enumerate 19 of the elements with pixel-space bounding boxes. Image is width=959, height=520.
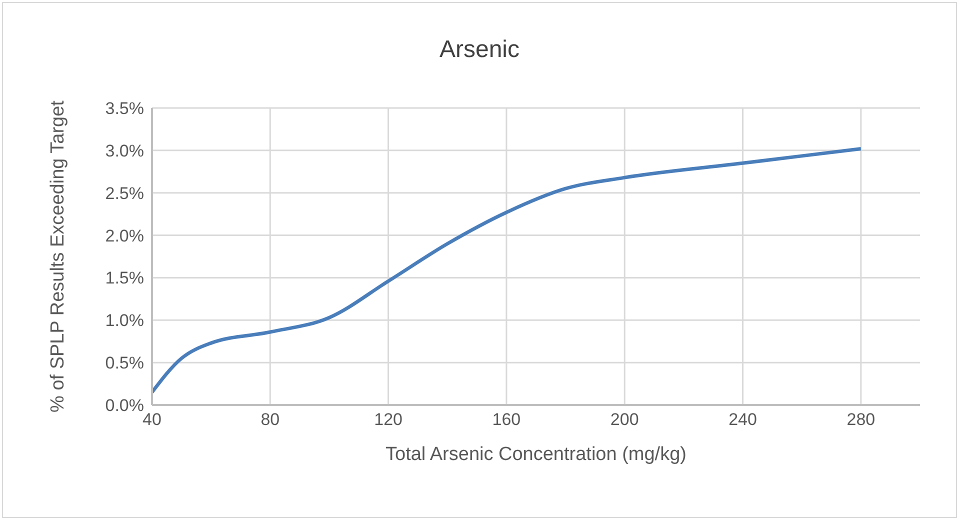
- y-axis-title: % of SPLP Results Exceeding Target: [48, 100, 69, 412]
- x-tick-label: 80: [260, 410, 280, 430]
- y-tick-label: 2.0%: [105, 226, 144, 246]
- x-axis-title: Total Arsenic Concentration (mg/kg): [386, 444, 686, 465]
- y-tick-label: 0.5%: [105, 354, 144, 373]
- x-tick-label: 40: [142, 410, 162, 430]
- line-series: [152, 146, 863, 394]
- y-tick-label: 3.5%: [105, 99, 144, 118]
- y-tick-label: 2.5%: [105, 184, 144, 203]
- x-tick-label: 240: [728, 410, 757, 430]
- y-tick-label: 1.5%: [105, 268, 144, 288]
- y-tick-label: 1.0%: [105, 311, 144, 330]
- x-tick-label: 160: [492, 410, 521, 430]
- y-tick-label: 3.0%: [105, 141, 144, 160]
- chart-title: Arsenic: [438, 36, 521, 64]
- y-tick-label: 0.0%: [105, 396, 144, 416]
- x-tick-label: 280: [846, 410, 876, 430]
- x-tick-label: 120: [374, 410, 402, 430]
- x-tick-label: 200: [610, 410, 639, 430]
